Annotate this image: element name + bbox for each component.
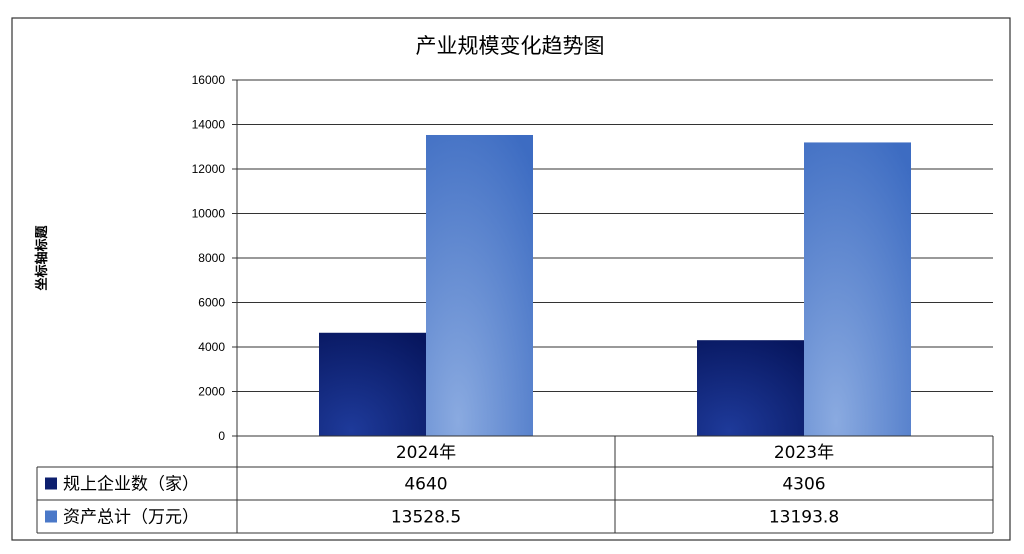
data-label: 4306 <box>782 475 825 495</box>
legend-key-0 <box>45 477 57 490</box>
y-tick-label: 4000 <box>198 340 225 354</box>
bar-0-0 <box>319 332 426 436</box>
y-tick-label: 0 <box>218 429 225 443</box>
bar-1-0 <box>426 134 533 436</box>
bar-0-1 <box>697 340 804 436</box>
x-category-label: 2024年 <box>396 443 456 463</box>
y-tick-label: 2000 <box>198 385 225 399</box>
legend-label-1: 资产总计（万元） <box>63 508 199 528</box>
bar-1-1 <box>804 142 911 437</box>
data-label: 13528.5 <box>391 508 461 528</box>
y-tick-label: 6000 <box>198 296 225 310</box>
legend-label-0: 规上企业数（家） <box>63 475 199 495</box>
y-axis-title: 坐标轴标题 <box>34 225 50 291</box>
y-tick-label: 8000 <box>198 251 225 265</box>
y-tick-label: 12000 <box>192 162 226 176</box>
y-tick-label: 10000 <box>192 207 226 221</box>
data-label: 4640 <box>404 475 447 495</box>
legend-key-1 <box>45 510 57 523</box>
y-tick-label: 14000 <box>192 118 226 132</box>
y-tick-label: 16000 <box>192 73 226 87</box>
x-category-label: 2023年 <box>774 443 834 463</box>
chart-title: 产业规模变化趋势图 <box>416 34 605 58</box>
data-label: 13193.8 <box>769 508 839 528</box>
